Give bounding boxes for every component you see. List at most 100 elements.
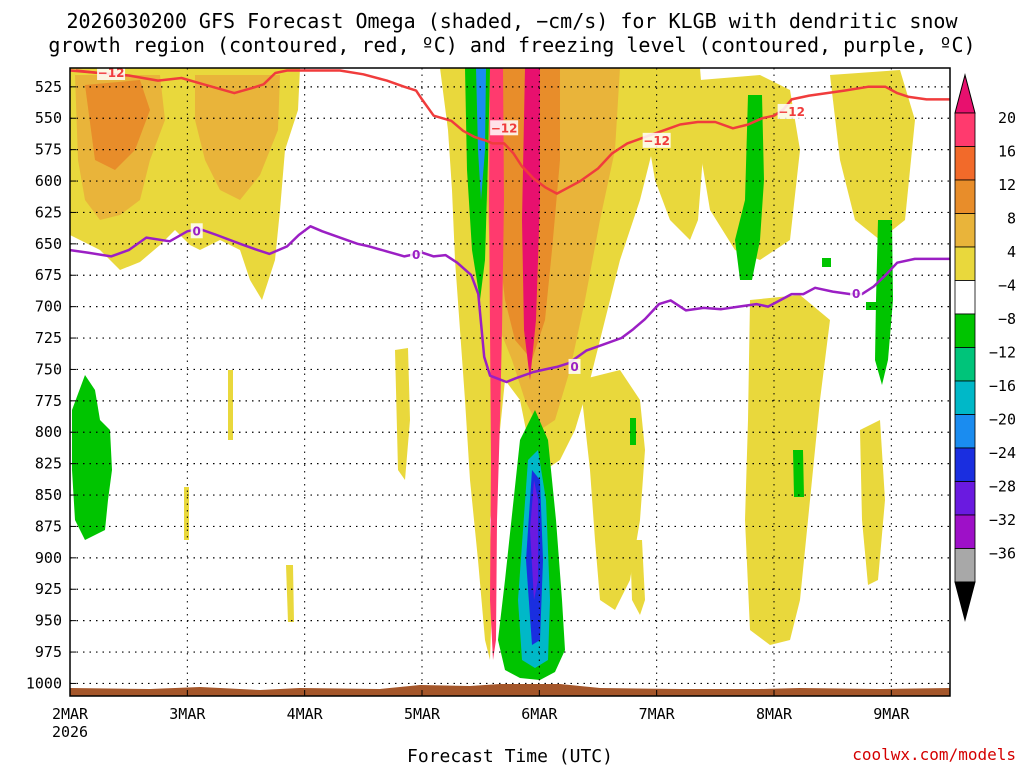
contour-label: 0 (412, 248, 420, 262)
colorbar: 20 16 12 8 4 −4 −8 −12 −16 −20 −24 −28 −32 −36 (954, 73, 1016, 622)
x-axis: 2MAR 3MAR 4MAR 5MAR 6MAR 7MAR 8MAR 9MAR 2026 (52, 690, 910, 741)
plot-frame (69, 67, 951, 697)
colorbar-label: −4 (998, 277, 1016, 295)
y-tick-label: 650 (35, 235, 62, 253)
x-tick-label: 4MAR (287, 705, 324, 723)
colorbar-label: 16 (998, 143, 1016, 161)
omega-region-upper-mid (195, 75, 280, 200)
contour-labels: 0 0 0 0 −12 −12 −12 −12 (97, 65, 863, 374)
y-tick-label: 700 (35, 298, 62, 316)
y-tick-label: 775 (35, 392, 62, 410)
omega-region-central-max (489, 68, 504, 660)
colorbar-top-arrow (954, 73, 976, 114)
colorbar-swatch (954, 213, 976, 248)
colorbar-label: 20 (998, 109, 1016, 127)
y-tick-label: 1000 (26, 674, 62, 692)
contour-label: −12 (98, 66, 125, 80)
contour-line-series-0 (70, 225, 950, 384)
colorbar-swatch (954, 112, 976, 147)
omega-region-upper-left-max (85, 80, 150, 170)
y-tick-label: 900 (35, 549, 62, 567)
colorbar-label: −28 (989, 478, 1016, 496)
y-tick-label: 925 (35, 580, 62, 598)
colorbar-label: 8 (1007, 210, 1016, 228)
y-tick-label: 600 (35, 172, 62, 190)
x-tick-label: 6MAR (521, 705, 558, 723)
colorbar-swatch (954, 481, 976, 516)
y-tick-label: 800 (35, 423, 62, 441)
contour-line-segment (75, 69, 100, 75)
colorbar-swatch (954, 179, 976, 214)
contour-label-bg (190, 223, 203, 239)
colorbar-label: 4 (1007, 243, 1016, 261)
colorbar-swatch (954, 280, 976, 315)
y-tick-label: 850 (35, 486, 62, 504)
omega-region-right-green1 (735, 95, 764, 280)
colorbar-label: −32 (989, 511, 1016, 529)
colorbar-label: 12 (998, 176, 1016, 194)
x-tick-label: 3MAR (169, 705, 206, 723)
omega-region-left-green (72, 375, 112, 540)
omega-region-mid-yellow1 (580, 370, 645, 610)
colorbar-swatch (954, 380, 976, 415)
omega-region-upper-blue (476, 68, 486, 200)
colorbar-label: −8 (998, 310, 1016, 328)
colorbar-label: −24 (989, 444, 1016, 462)
contour-label: −12 (491, 121, 518, 135)
colorbar-bottom-arrow (954, 581, 976, 622)
contour-label: 0 (852, 287, 860, 301)
colorbar-swatch (954, 146, 976, 181)
omega-region-small-green (630, 418, 636, 445)
omega-region-small-yellow (286, 565, 294, 622)
contour-label-bg (568, 358, 581, 374)
x-year-label: 2026 (52, 723, 88, 741)
contour-label: −12 (643, 134, 670, 148)
y-tick-label: 575 (35, 141, 62, 159)
vertical-gridlines (186, 68, 892, 696)
colorbar-swatch (954, 347, 976, 382)
contour-label-bg (777, 103, 806, 119)
contour-label-bg (850, 286, 863, 302)
y-tick-label: 875 (35, 517, 62, 535)
y-tick-label: 750 (35, 360, 62, 378)
contour-lines (70, 69, 950, 384)
x-tick-label: 9MAR (873, 705, 910, 723)
colorbar-swatch (954, 548, 976, 583)
omega-region-right-green2 (875, 220, 893, 385)
y-tick-label: 825 (35, 455, 62, 473)
contour-label-bg (97, 65, 126, 81)
x-tick-label: 5MAR (404, 705, 441, 723)
omega-region-right-green-small (793, 450, 804, 497)
colorbar-swatch (954, 414, 976, 449)
colorbar-swatch (954, 313, 976, 348)
omega-region-right-green-dot (822, 258, 831, 267)
colorbar-swatch (954, 246, 976, 281)
omega-region-lower-purple (530, 480, 538, 600)
omega-shading (70, 68, 915, 680)
omega-region-small-yellow3 (228, 370, 233, 440)
omega-region-right-yellow1 (640, 68, 705, 240)
omega-region-mid-yellow3 (630, 540, 645, 615)
colorbar-swatch (954, 447, 976, 482)
contour-label: 0 (570, 360, 578, 374)
colorbar-label: −20 (989, 411, 1016, 429)
contour-label: −12 (778, 105, 805, 119)
omega-region-central-max2 (522, 68, 540, 380)
omega-region-right-green-dot2 (866, 302, 876, 310)
omega-region-right-yellow3 (830, 70, 915, 240)
y-tick-label: 675 (35, 266, 62, 284)
x-tick-label: 7MAR (639, 705, 676, 723)
colorbar-label: −16 (989, 377, 1016, 395)
contour-line-series-1 (70, 69, 950, 195)
credit-text: coolwx.com/models (852, 745, 1016, 764)
y-tick-label: 525 (35, 78, 62, 96)
colorbar-swatch (954, 514, 976, 549)
y-tick-label: 950 (35, 612, 62, 630)
chart-title-line1: 2026030200 GFS Forecast Omega (shaded, −… (66, 9, 958, 33)
terrain-strip (70, 684, 950, 696)
omega-region-mid-yellow2 (395, 348, 410, 480)
contour-label: 0 (193, 224, 201, 238)
y-tick-label: 625 (35, 203, 62, 221)
x-tick-label: 2MAR (52, 705, 89, 723)
